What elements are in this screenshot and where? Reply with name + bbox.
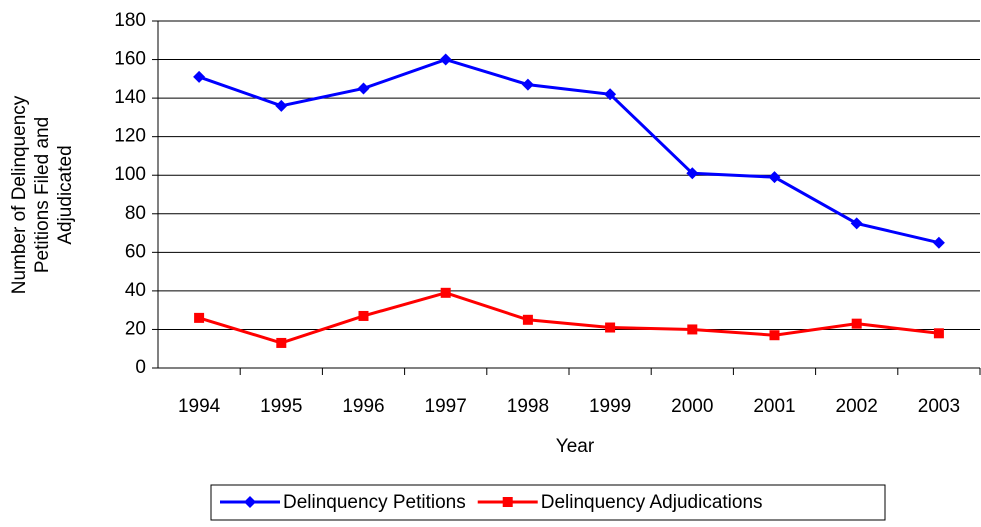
marker bbox=[276, 337, 287, 348]
marker bbox=[604, 88, 617, 101]
x-tick-label: 1994 bbox=[178, 396, 221, 417]
x-tick-label: 1996 bbox=[342, 396, 384, 417]
y-tick-label: 60 bbox=[125, 241, 146, 262]
y-axis-title: Petitions Filed and bbox=[32, 117, 53, 273]
marker bbox=[933, 328, 944, 339]
marker bbox=[768, 171, 781, 184]
x-tick-label: 2003 bbox=[918, 396, 960, 417]
marker bbox=[193, 70, 206, 83]
y-tick-label: 180 bbox=[114, 10, 146, 31]
marker bbox=[439, 53, 452, 66]
marker bbox=[502, 497, 513, 507]
x-tick-label: 1995 bbox=[260, 396, 302, 417]
marker bbox=[275, 99, 288, 112]
x-tick-label: 2000 bbox=[671, 396, 713, 417]
line bbox=[198, 57, 940, 245]
marker bbox=[769, 330, 780, 341]
legend-label: Delinquency Adjudications bbox=[541, 492, 763, 513]
y-tick-label: 80 bbox=[125, 203, 146, 224]
y-tick-label: 0 bbox=[135, 357, 146, 378]
marker bbox=[686, 167, 699, 180]
x-tick-label: 2001 bbox=[753, 396, 795, 417]
marker bbox=[687, 324, 698, 335]
line bbox=[198, 291, 940, 345]
x-tick-label: 1998 bbox=[507, 396, 549, 417]
y-tick-label: 20 bbox=[125, 318, 146, 339]
y-axis-title: Adjudicated bbox=[55, 145, 76, 244]
x-tick-label: 1997 bbox=[425, 396, 467, 417]
legend-box bbox=[210, 484, 886, 521]
legend: Delinquency Petitions Delinquency Adjudic… bbox=[210, 484, 886, 521]
x-tick-label: 2002 bbox=[836, 396, 878, 417]
marker bbox=[357, 82, 370, 95]
marker bbox=[850, 217, 863, 230]
y-tick-label: 100 bbox=[114, 164, 146, 185]
marker bbox=[244, 496, 256, 508]
y-tick-label: 120 bbox=[114, 126, 146, 147]
marker bbox=[522, 314, 533, 325]
y-tick-label: 40 bbox=[125, 280, 146, 301]
x-axis-title: Year bbox=[556, 436, 595, 457]
y-tick-label: 160 bbox=[114, 49, 146, 70]
marker bbox=[605, 322, 616, 333]
y-axis-title: Number of Delinquency bbox=[9, 95, 30, 294]
x-tick-label: 1999 bbox=[589, 396, 631, 417]
marker bbox=[440, 287, 451, 298]
y-tick-label: 140 bbox=[114, 87, 146, 108]
marker bbox=[358, 310, 369, 321]
legend-label: Delinquency Petitions bbox=[283, 492, 466, 513]
marker bbox=[194, 312, 205, 323]
marker bbox=[521, 78, 534, 91]
marker bbox=[851, 318, 862, 329]
marker bbox=[932, 236, 945, 249]
